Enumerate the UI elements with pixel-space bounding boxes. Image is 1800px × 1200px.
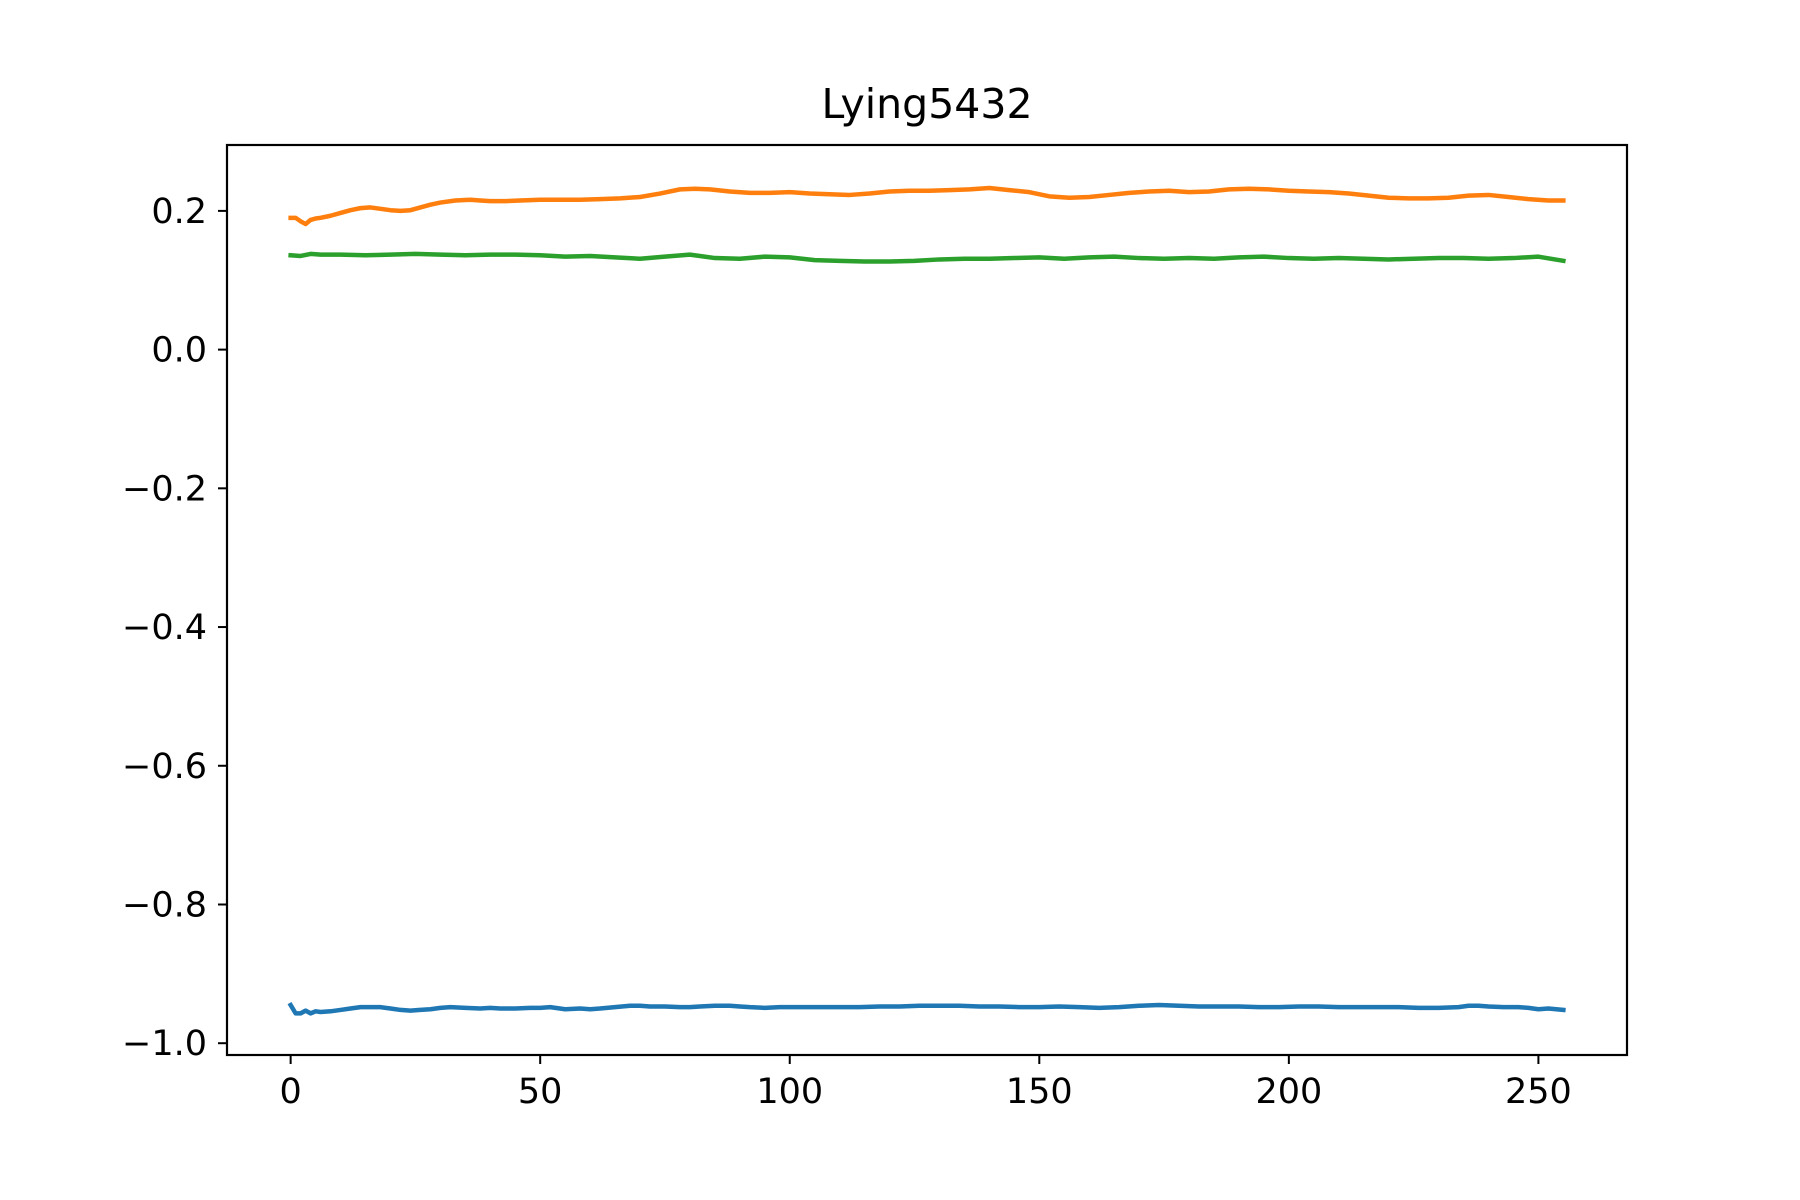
y-tick-label: 0.0: [151, 331, 207, 371]
x-tick-label: 150: [1006, 1072, 1073, 1112]
series-line-3: [288, 251, 1566, 264]
x-tick-label: 250: [1505, 1072, 1572, 1112]
x-tick-label: 100: [756, 1072, 823, 1112]
series-layer: [287, 185, 1566, 1016]
chart-title: Lying5432: [821, 80, 1032, 128]
x-axis: 0 50 100 150 200 250: [279, 1055, 1572, 1112]
plot-frame: [225, 143, 1629, 1057]
series-line-1: [287, 1001, 1566, 1016]
y-tick-label: −0.4: [122, 608, 207, 648]
series-line-2: [288, 185, 1566, 227]
y-axis: 0.2 0.0 −0.2 −0.4 −0.6 −0.8 −1.0: [122, 192, 227, 1064]
y-tick-label: −1.0: [122, 1024, 207, 1064]
y-tick-label: −0.6: [122, 747, 207, 787]
x-tick-label: 50: [518, 1072, 563, 1112]
y-tick-label: −0.8: [122, 885, 207, 925]
y-tick-label: 0.2: [151, 192, 207, 232]
y-tick-label: −0.2: [122, 469, 207, 509]
x-tick-label: 200: [1255, 1072, 1322, 1112]
x-tick-label: 0: [279, 1072, 301, 1112]
